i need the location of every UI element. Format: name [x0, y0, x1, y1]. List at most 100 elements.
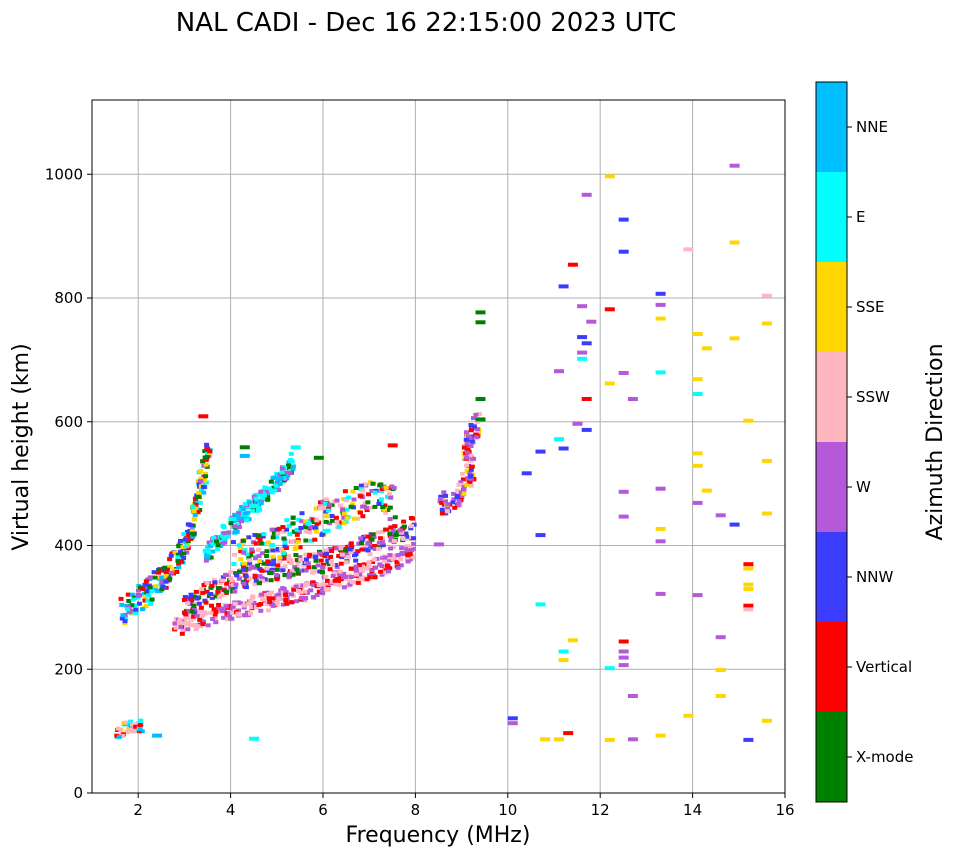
- data-point: [232, 552, 237, 557]
- data-point: [238, 557, 244, 562]
- data-point: [387, 531, 393, 536]
- data-point: [250, 508, 256, 513]
- data-point: [256, 547, 262, 552]
- data-point: [203, 474, 209, 479]
- data-point: [225, 534, 231, 539]
- data-point: [169, 570, 175, 575]
- data-point: [204, 547, 210, 552]
- data-point: [325, 558, 331, 563]
- data-point: [411, 541, 417, 546]
- data-point: [257, 574, 263, 579]
- data-point: [465, 447, 471, 452]
- data-point: [228, 616, 234, 621]
- data-point: [581, 427, 592, 432]
- data-point: [322, 502, 328, 506]
- data-point: [567, 638, 578, 643]
- data-point: [185, 601, 191, 606]
- data-point: [567, 262, 578, 267]
- data-point: [219, 593, 225, 598]
- data-point: [248, 611, 253, 616]
- data-point: [317, 500, 323, 505]
- data-point: [221, 615, 227, 620]
- data-point: [246, 601, 252, 606]
- data-point: [267, 592, 272, 596]
- data-point: [586, 319, 597, 324]
- data-point: [249, 547, 255, 552]
- data-point: [274, 567, 280, 572]
- data-point: [246, 555, 252, 560]
- data-point: [284, 527, 290, 532]
- data-point: [258, 602, 264, 606]
- data-point: [461, 487, 467, 492]
- data-point: [355, 516, 360, 521]
- data-point: [208, 610, 214, 615]
- data-point: [280, 568, 286, 573]
- data-point: [228, 516, 234, 521]
- data-point: [272, 528, 278, 533]
- data-point: [729, 163, 740, 168]
- data-point: [369, 568, 375, 572]
- data-point: [264, 549, 270, 554]
- data-point: [535, 533, 546, 538]
- data-point: [147, 585, 153, 590]
- data-point: [237, 569, 242, 574]
- data-point: [178, 625, 183, 630]
- data-point: [558, 284, 569, 289]
- data-point: [126, 599, 132, 603]
- x-axis-ticks: 2 4 6 8 10 12 14 16: [133, 793, 795, 819]
- data-point: [535, 602, 546, 607]
- data-point: [173, 626, 179, 630]
- data-point: [281, 556, 287, 561]
- data-point: [314, 593, 320, 597]
- data-point: [655, 486, 666, 491]
- data-point: [122, 619, 128, 624]
- data-point: [333, 515, 339, 520]
- data-point: [347, 582, 353, 587]
- data-point: [357, 568, 363, 573]
- data-point: [311, 583, 317, 588]
- colorbar-frame: [815, 81, 848, 803]
- data-point: [327, 567, 333, 572]
- data-point: [357, 510, 363, 515]
- data-point: [336, 554, 342, 558]
- data-point: [203, 600, 209, 605]
- data-point: [315, 563, 321, 568]
- data-point: [212, 580, 218, 585]
- data-point: [581, 341, 592, 346]
- data-point: [178, 553, 184, 558]
- data-point: [283, 590, 289, 594]
- data-point: [271, 531, 277, 536]
- data-point: [250, 565, 256, 570]
- data-point: [178, 538, 183, 543]
- data-point: [400, 536, 406, 541]
- data-point: [323, 519, 329, 524]
- data-point: [387, 566, 393, 571]
- data-point: [174, 570, 180, 574]
- data-point: [197, 500, 203, 505]
- data-point: [224, 589, 230, 594]
- data-point: [372, 504, 378, 509]
- data-point: [204, 442, 210, 447]
- data-point: [204, 464, 210, 469]
- data-point: [302, 589, 308, 594]
- x-tick-label: 2: [133, 801, 143, 819]
- data-point: [692, 451, 703, 456]
- data-point: [334, 520, 340, 525]
- data-point: [581, 397, 592, 401]
- data-point: [137, 727, 143, 732]
- data-point: [451, 497, 457, 502]
- data-point: [360, 488, 366, 493]
- data-point: [214, 539, 219, 544]
- data-point: [332, 571, 338, 576]
- data-point: [365, 534, 371, 539]
- data-point: [191, 532, 197, 537]
- data-point: [189, 609, 195, 614]
- data-point: [252, 582, 258, 587]
- data-point: [201, 485, 207, 490]
- data-point: [345, 544, 351, 549]
- data-point: [743, 607, 754, 612]
- data-point: [470, 456, 475, 461]
- data-point: [312, 525, 318, 530]
- data-point: [262, 485, 268, 490]
- data-point: [376, 530, 382, 535]
